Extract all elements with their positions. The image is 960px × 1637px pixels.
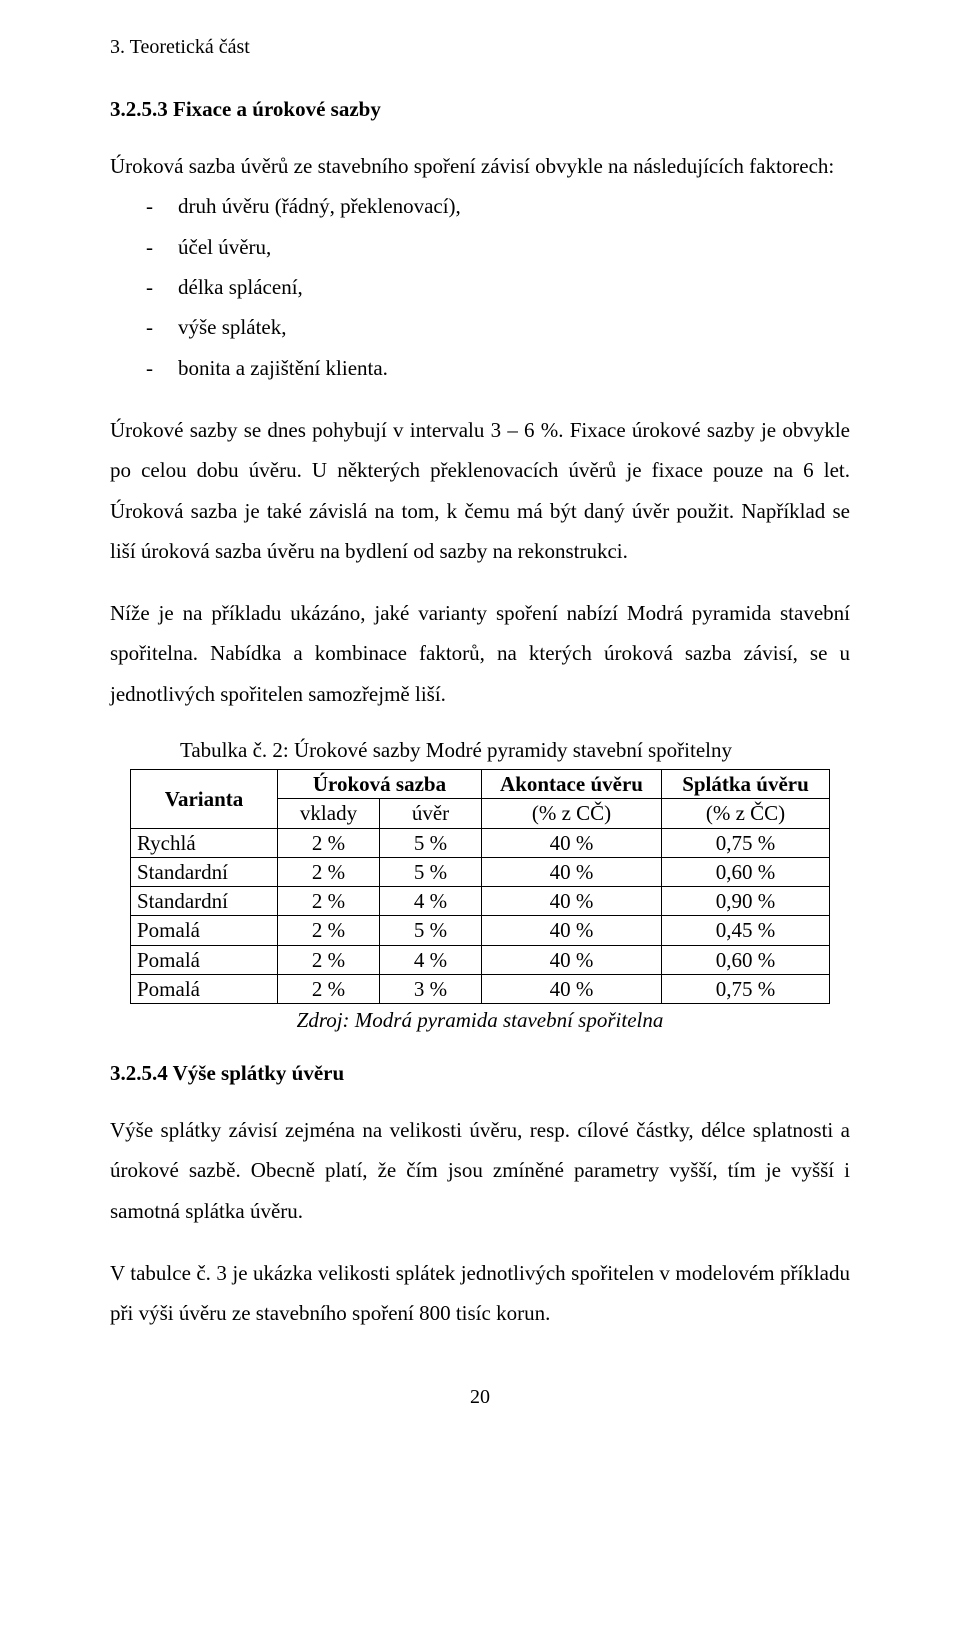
table-row: Standardní 2 % 4 % 40 % 0,90 % [131, 887, 830, 916]
cell: 2 % [278, 857, 380, 886]
table-body: Rychlá 2 % 5 % 40 % 0,75 % Standardní 2 … [131, 828, 830, 1004]
table-source: Zdroj: Modrá pyramida stavební spořiteln… [110, 1008, 850, 1033]
list-item: výše splátek, [110, 307, 850, 347]
cell: 40 % [482, 974, 662, 1003]
col-subheader-uver: úvěr [380, 799, 482, 828]
section-number: 3.2.5.4 [110, 1061, 168, 1085]
cell: 2 % [278, 916, 380, 945]
section-number: 3.2.5.3 [110, 97, 168, 121]
cell: 40 % [482, 916, 662, 945]
cell: 0,75 % [662, 828, 830, 857]
cell: 40 % [482, 828, 662, 857]
cell: Pomalá [131, 945, 278, 974]
cell: 5 % [380, 828, 482, 857]
cell: Pomalá [131, 974, 278, 1003]
cell: Standardní [131, 857, 278, 886]
cell: 0,90 % [662, 887, 830, 916]
paragraph: V tabulce č. 3 je ukázka velikosti splát… [110, 1253, 850, 1334]
table-row: Pomalá 2 % 3 % 40 % 0,75 % [131, 974, 830, 1003]
cell: 0,60 % [662, 945, 830, 974]
table-caption: Tabulka č. 2: Úrokové sazby Modré pyrami… [180, 738, 850, 763]
section-title: Fixace a úrokové sazby [173, 97, 381, 121]
list-item: účel úvěru, [110, 227, 850, 267]
cell: 2 % [278, 974, 380, 1003]
page-header: 3. Teoretická část [110, 36, 850, 59]
cell: Pomalá [131, 916, 278, 945]
cell: 0,75 % [662, 974, 830, 1003]
list-item: bonita a zajištění klienta. [110, 348, 850, 388]
col-header-splatka: Splátka úvěru [662, 770, 830, 799]
section-title: Výše splátky úvěru [173, 1061, 345, 1085]
intro-paragraph: Úroková sazba úvěrů ze stavebního spořen… [110, 146, 850, 186]
col-subheader-vklady: vklady [278, 799, 380, 828]
list-item: délka splácení, [110, 267, 850, 307]
section-heading-fixace: 3.2.5.3 Fixace a úrokové sazby [110, 97, 850, 122]
col-subheader-akontace-sub: (% z CČ) [482, 799, 662, 828]
table-row: Rychlá 2 % 5 % 40 % 0,75 % [131, 828, 830, 857]
table-row: Standardní 2 % 5 % 40 % 0,60 % [131, 857, 830, 886]
cell: 2 % [278, 945, 380, 974]
cell: 4 % [380, 887, 482, 916]
cell: 5 % [380, 857, 482, 886]
col-header-varianta: Varianta [131, 770, 278, 829]
cell: 3 % [380, 974, 482, 1003]
paragraph: Úrokové sazby se dnes pohybují v interva… [110, 410, 850, 571]
table-row: Pomalá 2 % 4 % 40 % 0,60 % [131, 945, 830, 974]
col-header-akontace: Akontace úvěru [482, 770, 662, 799]
factor-list: druh úvěru (řádný, překlenovací), účel ú… [110, 186, 850, 388]
cell: 4 % [380, 945, 482, 974]
paragraph: Níže je na příkladu ukázáno, jaké varian… [110, 593, 850, 714]
cell: 2 % [278, 887, 380, 916]
cell: 0,45 % [662, 916, 830, 945]
cell: 40 % [482, 857, 662, 886]
page-number: 20 [110, 1386, 850, 1409]
paragraph: Výše splátky závisí zejména na velikosti… [110, 1110, 850, 1231]
cell: 2 % [278, 828, 380, 857]
cell: 0,60 % [662, 857, 830, 886]
list-item: druh úvěru (řádný, překlenovací), [110, 186, 850, 226]
col-header-urokova-sazba: Úroková sazba [278, 770, 482, 799]
cell: 40 % [482, 945, 662, 974]
rates-table: Varianta Úroková sazba Akontace úvěru Sp… [130, 769, 830, 1004]
cell: Standardní [131, 887, 278, 916]
cell: 5 % [380, 916, 482, 945]
cell: Rychlá [131, 828, 278, 857]
section-heading-vyse-splatky: 3.2.5.4 Výše splátky úvěru [110, 1061, 850, 1086]
cell: 40 % [482, 887, 662, 916]
col-subheader-splatka-sub: (% z ČC) [662, 799, 830, 828]
table-row: Pomalá 2 % 5 % 40 % 0,45 % [131, 916, 830, 945]
